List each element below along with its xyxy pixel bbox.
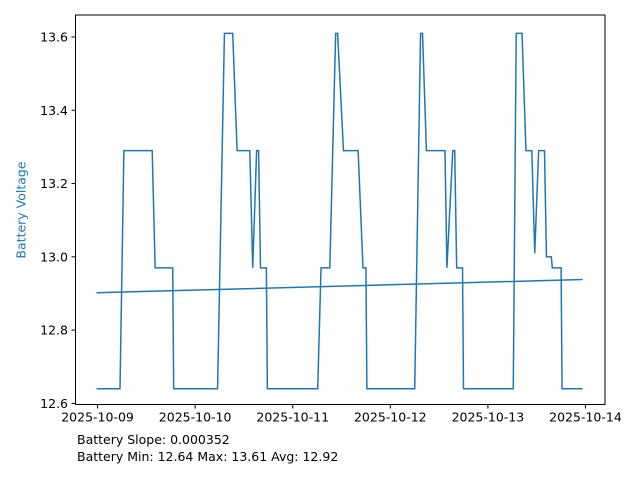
battery-voltage-line: [96, 32, 583, 390]
x-tick-label: 2025-10-13: [452, 410, 525, 425]
y-tick-label: 13.4: [40, 103, 68, 118]
annotation-slope: Battery Slope: 0.000352: [77, 432, 230, 447]
y-tick-label: 13.0: [40, 249, 68, 264]
y-tick-label: 12.8: [40, 323, 68, 338]
x-tick-label: 2025-10-09: [61, 410, 134, 425]
y-tick-label: 12.6: [40, 396, 68, 411]
y-axis-title: Battery Voltage: [13, 161, 29, 259]
annotation-min-max-avg: Battery Min: 12.64 Max: 13.61 Avg: 12.92: [77, 449, 339, 464]
chart-annotations: Battery Slope: 0.000352 Battery Min: 12.…: [77, 431, 338, 465]
battery-voltage-trend-line: [96, 278, 583, 294]
y-tick-label: 13.2: [40, 176, 68, 191]
x-tick-label: 2025-10-12: [354, 410, 427, 425]
y-tick-label: 13.6: [40, 29, 68, 44]
x-tick-label: 2025-10-14: [549, 410, 622, 425]
axes-spines: [75, 14, 606, 405]
x-tick-label: 2025-10-11: [256, 410, 329, 425]
x-tick-label: 2025-10-10: [159, 410, 232, 425]
